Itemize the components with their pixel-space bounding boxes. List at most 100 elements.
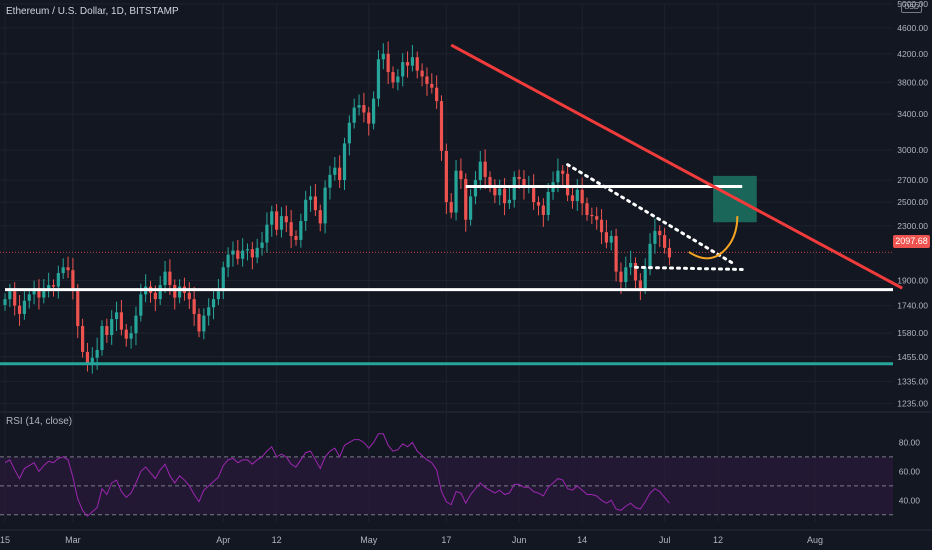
chart-title: Ethereum / U.S. Dollar, 1D, BITSTAMP <box>6 6 179 17</box>
time-tick-label: Apr <box>216 535 230 545</box>
candle-body <box>90 357 94 364</box>
candle-body <box>367 112 371 124</box>
candle-body <box>299 220 303 240</box>
candle-body <box>226 254 230 268</box>
candle-body <box>663 235 667 248</box>
candle-body <box>478 161 482 181</box>
candle-body <box>595 216 599 220</box>
candle-body <box>498 188 502 196</box>
currency-badge[interactable]: USD <box>901 2 922 13</box>
time-axis[interactable]: 15 Mar Apr 12 May 17 Jun 14 Jul 12 Aug <box>0 535 823 545</box>
candle-body <box>590 214 594 217</box>
candle-body <box>173 285 177 298</box>
price-tick-label: 3000.00 <box>897 145 928 155</box>
candle-body <box>270 211 274 225</box>
candle-body <box>386 53 390 73</box>
candle-body <box>532 186 536 203</box>
candle-body <box>347 122 351 144</box>
candle-body <box>207 307 211 316</box>
price-tick-label: 1235.00 <box>897 399 928 409</box>
candle-body <box>13 291 17 306</box>
time-tick-label: 12 <box>272 535 282 545</box>
price-axis[interactable]: 5000.00 4600.00 4200.00 3800.00 3400.00 3000.… <box>897 0 928 409</box>
candle-body <box>599 219 604 233</box>
rsi-axis[interactable]: 80.00 60.00 40.00 <box>899 437 921 505</box>
candle-body <box>76 289 80 327</box>
candle-body <box>202 315 206 332</box>
dotted-support <box>634 265 744 271</box>
candle-body <box>376 59 381 99</box>
candle-body <box>85 351 90 364</box>
candle-body <box>153 292 157 300</box>
candle-body <box>648 243 652 268</box>
candle-body <box>95 349 99 358</box>
candle-body <box>308 196 313 200</box>
price-tick-label: 1740.00 <box>897 301 928 311</box>
rsi-panel <box>0 433 893 517</box>
dotted-trendline <box>566 163 734 265</box>
candle-body <box>66 267 70 271</box>
candle-body <box>342 143 347 181</box>
candle-body <box>566 173 570 196</box>
candle-body <box>328 174 332 188</box>
candle-body <box>338 167 342 181</box>
time-tick-label: Jul <box>659 535 671 545</box>
candle-body <box>51 285 56 287</box>
projection-path <box>688 216 739 260</box>
candle-body <box>216 291 220 300</box>
candle-body <box>483 161 487 177</box>
rsi-tick-label: 40.00 <box>899 495 921 505</box>
annotations <box>0 43 903 366</box>
candle-body <box>221 267 225 292</box>
candle-body <box>425 76 429 84</box>
candle-body <box>32 288 36 295</box>
time-tick-label: Aug <box>807 535 823 545</box>
price-tick-label: 3800.00 <box>897 77 928 87</box>
candle-body <box>439 101 444 151</box>
candle-body <box>313 196 317 211</box>
candle-body <box>241 250 245 259</box>
candle-body <box>275 211 279 230</box>
candle-body <box>401 62 405 77</box>
candle-body <box>585 203 589 215</box>
price-tick-label: 5000.00 <box>897 0 928 9</box>
candle-body <box>61 267 65 274</box>
price-tick-label: 2500.00 <box>897 197 928 207</box>
last-price-label: 2097.68 <box>893 235 930 248</box>
candle-body <box>435 87 439 102</box>
candle-body <box>245 249 250 251</box>
candle-body <box>134 315 138 334</box>
candle-body <box>8 291 12 300</box>
price-tick-label: 2300.00 <box>897 221 928 231</box>
price-tick-label: 4200.00 <box>897 49 928 59</box>
price-tick-label: 1335.00 <box>897 376 928 386</box>
candle-body <box>459 170 463 180</box>
candle-body <box>614 236 618 272</box>
time-tick-label: May <box>360 535 378 545</box>
candle-body <box>536 202 541 206</box>
candle-body <box>575 189 579 201</box>
candle-body <box>284 216 288 223</box>
descending-trendline <box>450 43 903 290</box>
candle-body <box>658 230 662 236</box>
candle-body <box>187 292 191 300</box>
candle-body <box>105 326 109 336</box>
candle-body <box>17 305 22 314</box>
candle-body <box>454 170 458 213</box>
rsi-line <box>4 433 670 517</box>
candle-body <box>556 170 560 183</box>
candle-body <box>493 186 497 196</box>
price-tick-label: 4600.00 <box>897 23 928 33</box>
candle-body <box>265 224 269 243</box>
candle-body <box>391 72 395 83</box>
candle-body <box>633 263 638 281</box>
candle-body <box>352 107 356 123</box>
candle-body <box>570 195 575 201</box>
candle-body <box>231 250 235 255</box>
candle-body <box>139 294 143 316</box>
time-tick-label: 14 <box>577 535 587 545</box>
candle-body <box>512 176 516 200</box>
candle-body <box>119 312 123 330</box>
candles <box>3 41 672 374</box>
